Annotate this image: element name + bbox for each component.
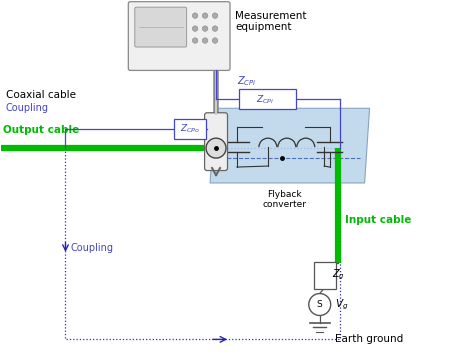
Text: $V_g$: $V_g$ xyxy=(335,297,348,312)
Text: $Z_{CPo}$: $Z_{CPo}$ xyxy=(180,123,200,135)
Text: Earth ground: Earth ground xyxy=(335,335,403,344)
FancyBboxPatch shape xyxy=(128,2,230,70)
Circle shape xyxy=(202,38,208,43)
Text: Flyback
converter: Flyback converter xyxy=(263,190,307,209)
Text: Output cable: Output cable xyxy=(3,125,79,135)
Text: Coupling: Coupling xyxy=(6,103,49,113)
Text: $Z_g$: $Z_g$ xyxy=(332,268,345,282)
Circle shape xyxy=(192,13,198,18)
Circle shape xyxy=(202,26,208,31)
Circle shape xyxy=(213,26,218,31)
FancyBboxPatch shape xyxy=(239,89,296,109)
FancyBboxPatch shape xyxy=(174,119,206,139)
Circle shape xyxy=(213,38,218,43)
Text: S: S xyxy=(317,300,323,309)
Circle shape xyxy=(192,26,198,31)
Polygon shape xyxy=(210,108,369,183)
Text: $Z_{CPi}$: $Z_{CPi}$ xyxy=(256,93,274,106)
Text: $Z_{CPi}$: $Z_{CPi}$ xyxy=(238,74,257,88)
Circle shape xyxy=(202,13,208,18)
FancyBboxPatch shape xyxy=(135,7,187,47)
Circle shape xyxy=(213,13,218,18)
Text: Coupling: Coupling xyxy=(70,243,113,253)
FancyBboxPatch shape xyxy=(205,113,227,171)
Text: Input cable: Input cable xyxy=(344,215,411,225)
Text: Measurement
equipment: Measurement equipment xyxy=(235,11,307,32)
Circle shape xyxy=(309,294,331,316)
FancyBboxPatch shape xyxy=(314,262,336,289)
Circle shape xyxy=(206,138,226,158)
Text: Coaxial cable: Coaxial cable xyxy=(6,90,75,100)
Circle shape xyxy=(192,38,198,43)
